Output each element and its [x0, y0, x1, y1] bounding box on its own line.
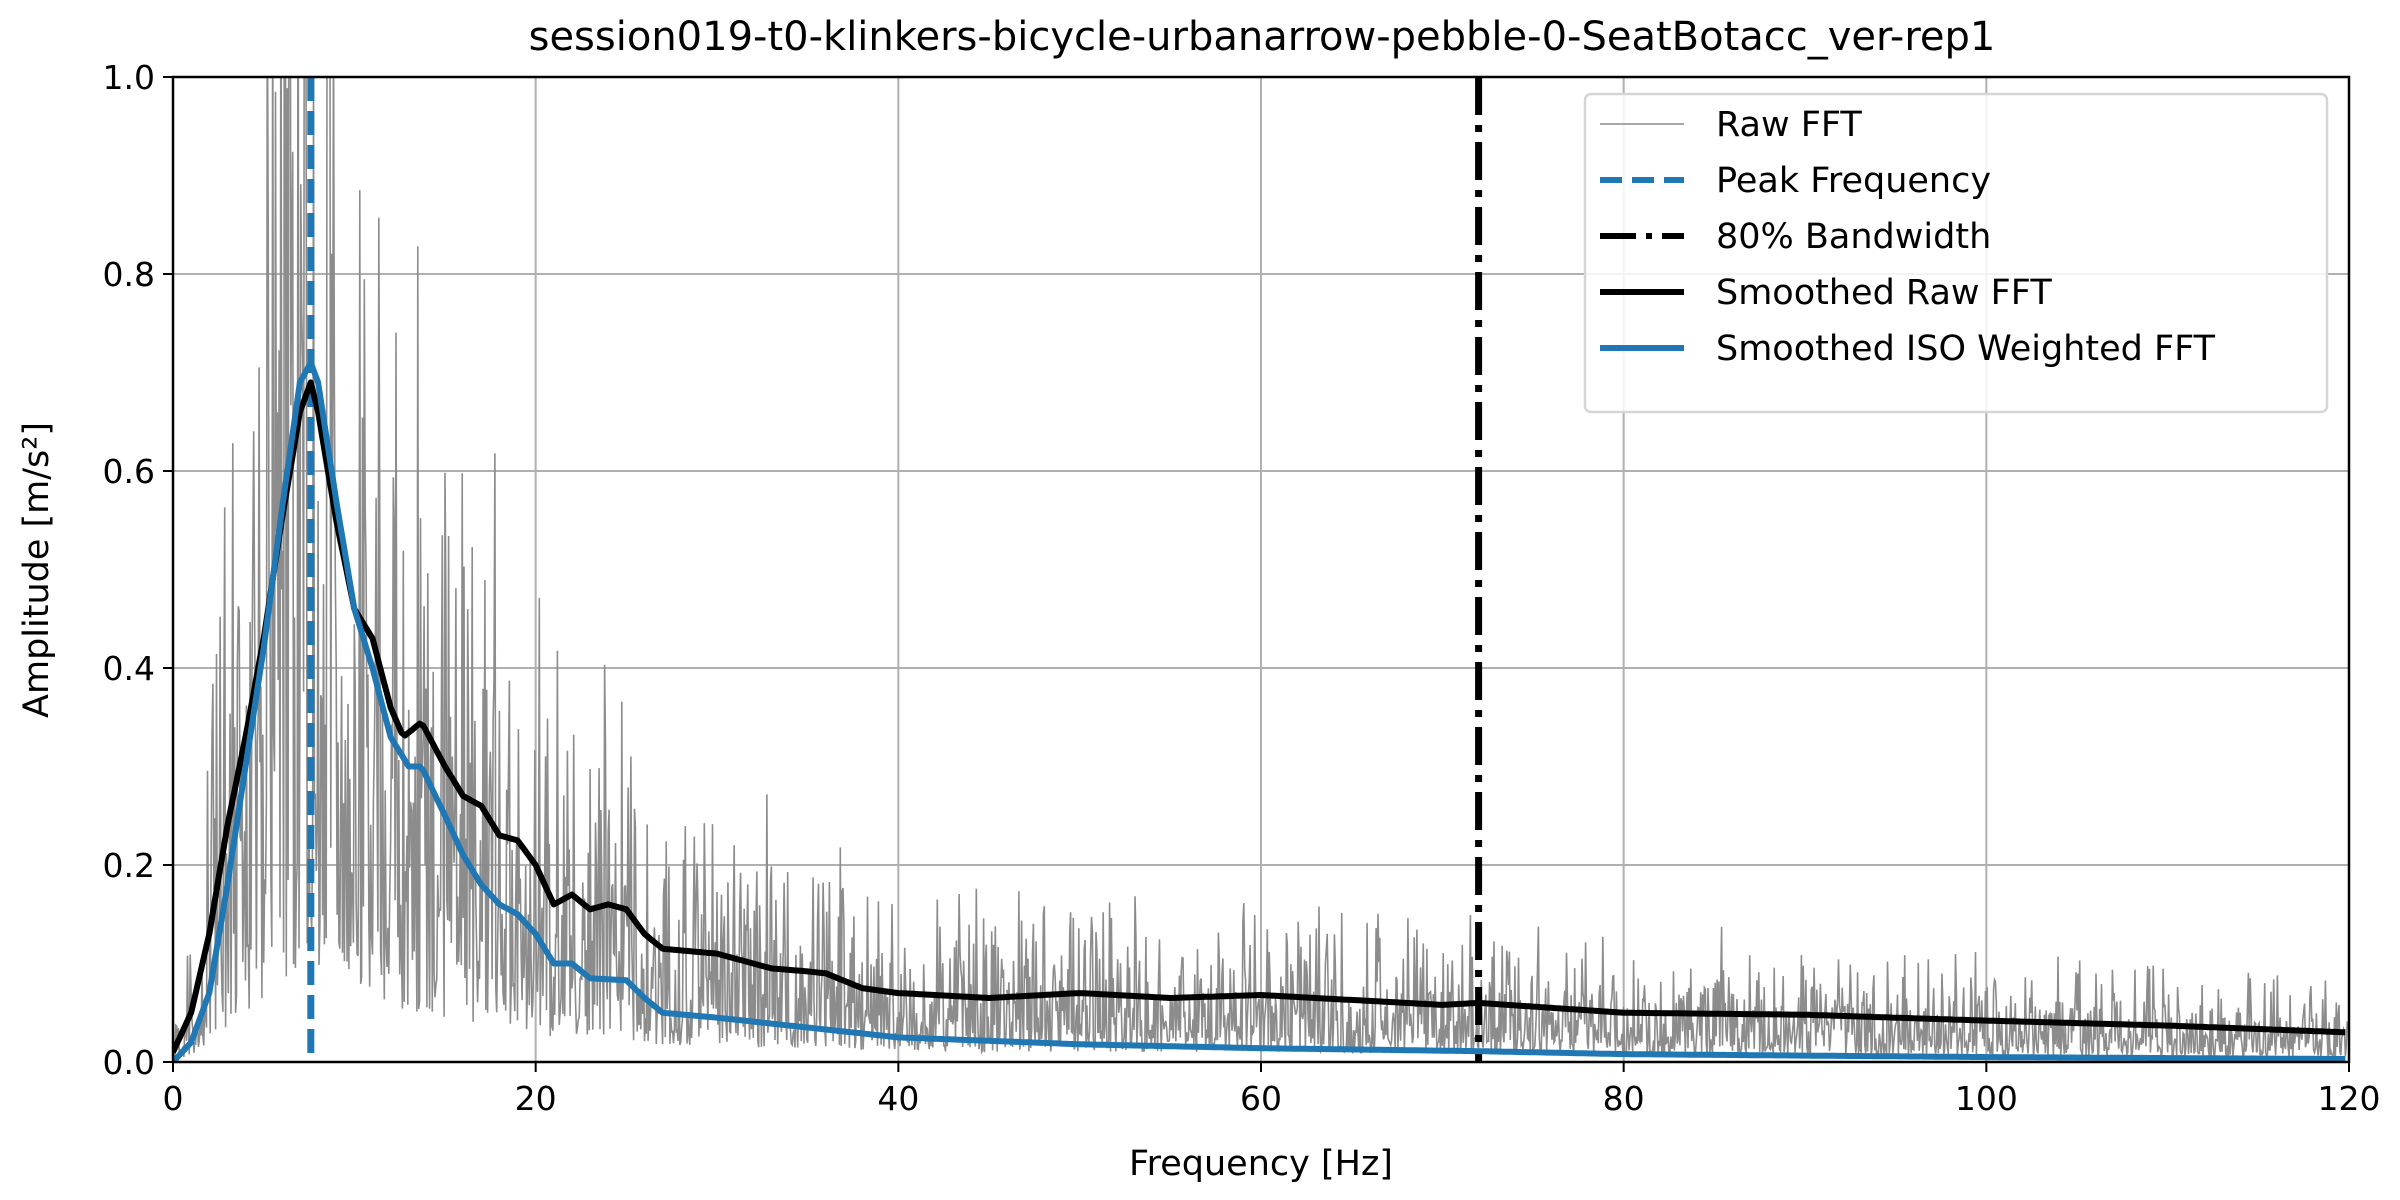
x-tick-label: 100 — [1955, 1079, 2018, 1118]
y-tick-label: 0.2 — [103, 846, 155, 885]
y-axis-label: Amplitude [m/s²] — [17, 422, 57, 718]
y-tick-label: 0.8 — [103, 255, 155, 294]
x-tick-label: 80 — [1603, 1079, 1645, 1118]
x-tick-label: 0 — [163, 1079, 184, 1118]
chart-title: session019-t0-klinkers-bicycle-urbanarro… — [529, 14, 1996, 60]
legend-label-smoothed-iso: Smoothed ISO Weighted FFT — [1716, 329, 2216, 369]
plot-area — [173, 77, 2349, 1062]
legend-label-peak: Peak Frequency — [1716, 161, 1991, 201]
smoothed-raw-fft-line — [173, 379, 2346, 1054]
legend-label-bandwidth: 80% Bandwidth — [1716, 217, 1991, 257]
y-tick-label: 1.0 — [103, 58, 155, 97]
x-tick-label: 40 — [877, 1079, 919, 1118]
legend-label-raw: Raw FFT — [1716, 105, 1862, 145]
x-tick-label: 60 — [1240, 1079, 1282, 1118]
y-tick-label: 0.6 — [103, 452, 155, 491]
y-tick-label: 0.0 — [103, 1043, 155, 1082]
x-tick-label: 120 — [2318, 1079, 2381, 1118]
y-tick-label: 0.4 — [103, 649, 155, 688]
legend-box — [1583, 92, 2329, 414]
smoothed-iso-fft-line — [173, 359, 2346, 1062]
ticks: 0 20 40 60 80 100 120 0.0 0.2 0.4 0.6 0.8 1.0 — [103, 58, 2381, 1118]
x-axis-label: Frequency [Hz] — [1129, 1144, 1393, 1184]
x-tick-label: 20 — [515, 1079, 557, 1118]
legend-label-smoothed-raw: Smoothed Raw FFT — [1716, 273, 2052, 313]
legend: Raw FFT Peak Frequency 80% Bandwidth Smo… — [1583, 92, 2329, 414]
